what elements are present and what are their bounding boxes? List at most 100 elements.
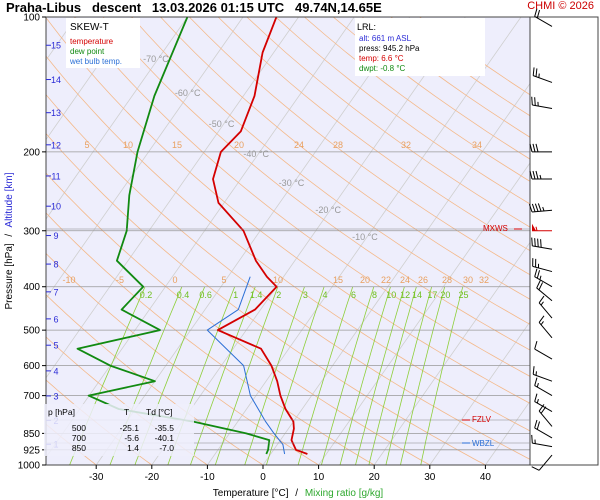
lrl-box: [355, 18, 485, 76]
dry-adiabat-label: 5: [84, 140, 89, 150]
wind-barb-staff: [534, 385, 553, 397]
dry-adiabat-label: 20: [360, 275, 370, 285]
lrl-alt: alt: 661 m ASL: [359, 34, 412, 43]
wind-barb: [531, 96, 553, 109]
dry-adiabat-line: [217, 17, 530, 252]
wind-barb-full: [536, 280, 541, 289]
isotherm-line: [429, 321, 530, 465]
table-header-t: T: [124, 407, 129, 417]
wind-barb-half: [536, 399, 539, 404]
mixing-ratio-label: 2: [276, 290, 281, 300]
pressure-tick-label: 600: [23, 361, 40, 372]
wind-barb: [532, 366, 553, 382]
mixing-ratio-label: 17: [427, 290, 437, 300]
pressure-tick-label: 400: [23, 282, 40, 293]
wind-barb-full: [534, 8, 538, 17]
legend-box: [66, 18, 140, 68]
wind-barb-staff: [532, 442, 553, 448]
wind-barb-full: [531, 466, 540, 471]
wind-barb-staff: [534, 16, 553, 27]
isotherm-label: -50 °C: [209, 119, 235, 129]
wind-barb-full: [540, 239, 542, 248]
temperature-tick-label: 20: [369, 472, 381, 483]
wind-barb-half: [536, 383, 539, 388]
x-axis-title: Temperature [°C] / Mixing ratio [g/kg]: [213, 488, 384, 499]
pressure-tick-label: 100: [23, 13, 40, 24]
wind-barb-full: [531, 96, 533, 106]
dry-adiabat-line: [246, 17, 530, 228]
mxws-label: MXWS: [483, 224, 508, 233]
dry-adiabat-label: 34: [472, 140, 482, 150]
wind-barb-half: [542, 206, 545, 212]
wind-barb-full: [532, 170, 536, 180]
dry-adiabat-label: 28: [442, 275, 452, 285]
temperature-tick-label: 10: [313, 472, 325, 483]
lrl-temp: temp: 6.6 °C: [359, 54, 404, 63]
mixing-ratio-label: 1.4: [250, 290, 263, 300]
wind-barb: [534, 419, 553, 439]
isotherm-line: [373, 241, 530, 465]
wind-barb-full: [538, 282, 544, 291]
dry-adiabat-line: [160, 17, 530, 300]
wind-barb-staff: [532, 265, 553, 273]
wind-panel: [529, 16, 599, 466]
wind-barb-full: [535, 170, 539, 180]
altitude-tick-label: 11: [51, 171, 60, 181]
temperature-tick-label: 30: [424, 472, 436, 483]
wind-barb-staff: [532, 209, 553, 213]
wind-barb-full: [534, 377, 538, 386]
wind-barb-full: [537, 203, 542, 212]
wind-barb-staff: [534, 348, 553, 360]
pressure-tick-label: 1000: [18, 461, 41, 472]
x-axis-title-mix: Mixing ratio [g/kg]: [305, 488, 384, 499]
dry-adiabat-label: 24: [294, 140, 304, 150]
legend-chart-type: SKEW-T: [70, 22, 109, 33]
dry-adiabat-label: 10: [273, 275, 283, 285]
wind-barb: [529, 143, 552, 153]
wind-barb-full: [534, 97, 536, 106]
table-r3-t: 1.4: [127, 443, 139, 453]
isotherm-line: [95, 17, 411, 465]
wind-barb: [534, 377, 553, 397]
wind-barb-full: [534, 268, 538, 277]
wind-barb-staff: [534, 276, 553, 288]
wind-barb-full: [529, 170, 533, 180]
mixing-ratio-label: 0.4: [177, 290, 190, 300]
wind-barb-full: [537, 238, 539, 247]
temperature-tick-label: 0: [260, 472, 266, 483]
wind-barb-full: [536, 9, 541, 19]
y-axis-title-sep: /: [4, 234, 15, 237]
wind-barb-staff: [538, 454, 553, 471]
table-r1-td: -35.5: [155, 423, 175, 433]
wind-barb-half: [540, 301, 544, 306]
isotherm-line: [262, 82, 530, 465]
credit-label: CHMI © 2026: [527, 0, 594, 12]
pressure-tick-label: 500: [23, 326, 40, 337]
dry-adiabat-label: 15: [333, 275, 343, 285]
mixing-ratio-label: 8: [372, 290, 377, 300]
wind-barb-full: [536, 421, 541, 430]
wind-barb-staff: [533, 75, 553, 83]
summary-table-bg: [44, 404, 194, 456]
wind-barb-half: [539, 174, 542, 180]
wind-barb: [531, 237, 553, 250]
wind-barb-half: [540, 321, 544, 326]
isotherm-line: [46, 17, 299, 379]
wind-barb-full: [532, 67, 535, 76]
altitude-tick-label: 8: [53, 260, 58, 270]
wind-barb-full: [534, 393, 538, 402]
wind-barb-full: [538, 295, 545, 304]
wind-barb-full: [540, 406, 547, 414]
mixing-ratio-label: 12: [400, 290, 410, 300]
dry-adiabat-label: 15: [172, 140, 182, 150]
table-header-p: p [hPa]: [48, 407, 75, 417]
wind-barb-full: [532, 143, 536, 152]
legend-wetbulb: wet bulb temp.: [69, 57, 122, 66]
altitude-tick-label: 10: [51, 202, 61, 212]
table-r1-p: 500: [72, 423, 86, 433]
dry-adiabat-line: [275, 17, 530, 205]
dry-adiabat-line: [73, 17, 530, 377]
dry-adiabat-label: 30: [463, 275, 473, 285]
wind-barb-half: [535, 226, 538, 231]
altitude-tick-label: 3: [53, 391, 58, 401]
